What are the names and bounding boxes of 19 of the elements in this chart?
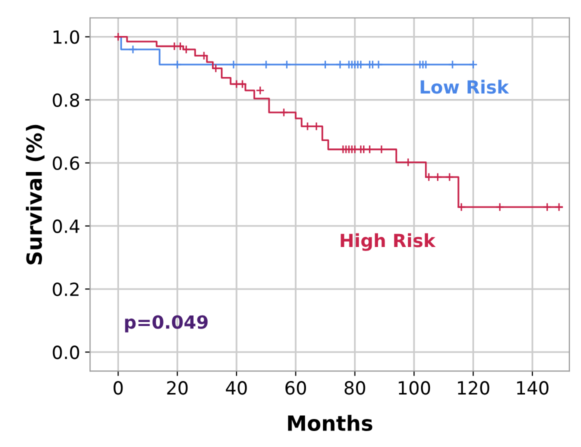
series-label: High Risk (340, 233, 436, 251)
y-tick-label: 0.8 (52, 93, 80, 107)
x-tick-label: 20 (167, 381, 188, 395)
x-tick-label: 60 (285, 381, 306, 395)
x-tick-label: 100 (398, 381, 430, 395)
y-tick-label: 0.2 (52, 282, 79, 296)
x-tick-label: 140 (517, 381, 548, 395)
y-tick-label: 0.6 (52, 156, 80, 170)
x-tick-label: 80 (344, 381, 366, 395)
y-tick-label: 0.0 (52, 346, 80, 360)
x-tick-label: 0 (114, 381, 123, 395)
y-tick-label: 1.0 (54, 30, 80, 44)
x-tick-label: 40 (226, 381, 247, 395)
x-axis-title: Months (288, 414, 372, 431)
annotation: p=0.049 (125, 315, 208, 332)
series-label: Low Risk (420, 80, 510, 94)
y-tick-label: 0.4 (52, 219, 80, 234)
x-tick-label: 120 (458, 381, 490, 395)
y-axis-title: Survival (%) (26, 124, 44, 264)
